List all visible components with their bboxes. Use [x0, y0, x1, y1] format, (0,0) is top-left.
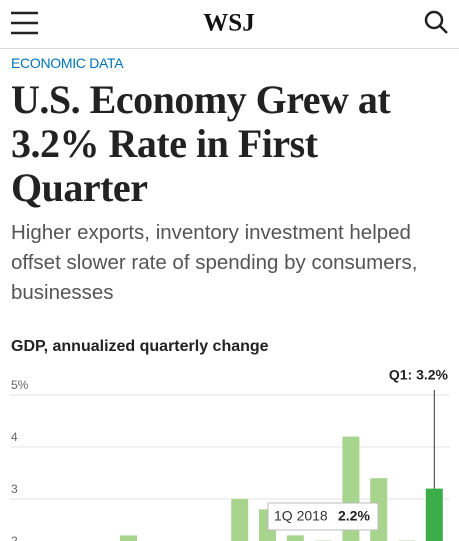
bar	[286, 535, 304, 541]
y-tick-label: 2	[11, 534, 18, 541]
tooltip-value: 2.2%	[338, 508, 370, 524]
top-bar: WSJ	[0, 0, 459, 49]
bar	[231, 499, 249, 541]
subheadline: Higher exports, inventory investment hel…	[11, 221, 418, 304]
kicker[interactable]: ECONOMIC DATA	[11, 55, 124, 71]
menu-button[interactable]	[11, 11, 38, 35]
top-bar-icons: WSJ	[11, 10, 448, 37]
chart-title: GDP, annualized quarterly change	[11, 338, 269, 355]
y-tick-label: 3	[11, 482, 18, 496]
bar	[425, 488, 443, 541]
bar	[120, 535, 137, 541]
chart: 5% 4 3 2 Q1: 3.2% 1Q 2018 2.2%	[10, 367, 450, 541]
search-button[interactable]	[424, 10, 448, 34]
annotation: Q1: 3.2%	[389, 367, 449, 383]
logo[interactable]: WSJ	[203, 10, 254, 37]
y-tick-label: 4	[11, 430, 18, 444]
tooltip-box	[267, 502, 379, 531]
tooltip-label: 1Q 2018	[274, 508, 328, 524]
headline: U.S. Economy Grew at 3.2% Rate in First …	[11, 77, 391, 210]
y-tick-label: 5%	[11, 378, 29, 392]
